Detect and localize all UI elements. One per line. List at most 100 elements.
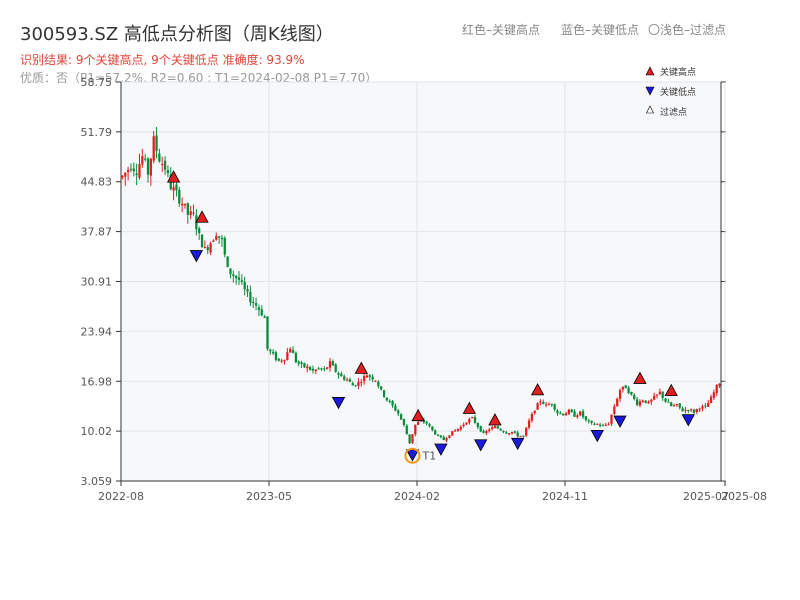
candle-body <box>618 390 622 399</box>
candle-body <box>687 409 690 411</box>
candle-body <box>286 352 289 361</box>
candle-body <box>635 399 639 405</box>
candle-body <box>146 158 150 175</box>
candle-body <box>175 184 178 191</box>
candle-body <box>254 303 258 306</box>
x-tick-label: 2022-08 <box>98 490 144 503</box>
candle-body <box>661 391 664 398</box>
candle-body <box>235 275 238 279</box>
legend-key-low-text: 蓝色–关键低点 <box>561 23 640 37</box>
candle-body <box>701 406 704 409</box>
candle-body <box>382 390 386 397</box>
candle-body <box>328 361 332 368</box>
candle-body <box>200 234 204 248</box>
candle-body <box>684 409 687 411</box>
candle-body <box>311 368 315 371</box>
candle-body <box>584 416 588 420</box>
candle-body <box>596 423 599 425</box>
candle-body <box>453 430 457 432</box>
candle-body <box>306 366 309 369</box>
candle-body <box>397 410 400 414</box>
candle-body <box>425 421 428 424</box>
y-tick-label: 16.98 <box>81 375 113 388</box>
candle-body <box>616 398 619 407</box>
candle-body <box>374 380 377 382</box>
candle-body <box>183 203 187 206</box>
candle-body <box>317 368 320 370</box>
candle-body <box>633 394 636 399</box>
candle-body <box>189 211 192 216</box>
candle-body <box>445 438 448 441</box>
candle-body <box>289 348 292 353</box>
candle-body <box>291 350 295 354</box>
key-high-marker <box>462 401 477 414</box>
candle-body <box>283 359 286 362</box>
candle-body <box>564 413 568 416</box>
candle-body <box>431 426 434 431</box>
candle-body <box>308 367 312 370</box>
candle-body <box>471 417 474 419</box>
candle-body <box>658 391 661 395</box>
candle-body <box>149 158 152 176</box>
candle-body <box>473 416 477 423</box>
candle-body <box>237 277 241 281</box>
candle-body <box>402 419 406 426</box>
candle-body <box>155 135 158 151</box>
candle-body <box>394 405 397 411</box>
candle-body <box>624 385 627 389</box>
candle-body <box>621 386 625 390</box>
candle-body <box>181 203 184 206</box>
candle-body <box>525 427 528 436</box>
candle-body <box>690 409 693 411</box>
candle-body <box>132 168 135 172</box>
candle-body <box>436 435 440 437</box>
candle-body <box>152 136 155 161</box>
key-low-marker <box>681 414 695 427</box>
candle-body <box>448 435 451 438</box>
candle-body <box>411 434 414 443</box>
candle-body <box>547 404 551 406</box>
key-low-marker <box>590 430 604 443</box>
candle-body <box>135 173 138 176</box>
candle-body <box>439 435 443 438</box>
candle-body <box>124 172 127 177</box>
y-tick-label: 37.87 <box>81 226 113 239</box>
candle-body <box>178 189 181 204</box>
legend-low-icon <box>645 86 655 96</box>
candle-body <box>490 427 494 430</box>
candle-body <box>536 403 539 410</box>
key-low-marker <box>434 443 448 456</box>
candle-body <box>604 424 607 426</box>
candle-body <box>485 431 488 434</box>
key-high-marker <box>354 361 368 374</box>
candle-body <box>678 403 681 408</box>
candle-body <box>653 395 656 400</box>
legend-high-icon <box>645 66 655 76</box>
candle-body <box>718 383 721 387</box>
x-tick-label: 2024-02 <box>394 490 440 503</box>
candle-body <box>365 375 369 378</box>
candle-body <box>417 422 420 425</box>
candle-body <box>345 379 349 381</box>
candle-body <box>371 376 374 380</box>
candle-body <box>266 316 269 349</box>
candle-body <box>215 236 218 240</box>
candle-body <box>590 420 593 423</box>
candle-body <box>192 212 195 214</box>
key-low-marker <box>189 250 204 263</box>
candle-body <box>519 435 522 437</box>
x-tick-label: 2025-08 <box>721 490 767 503</box>
candle-body <box>320 368 323 370</box>
candle-body <box>422 420 425 423</box>
candle-body <box>126 169 130 173</box>
candle-body <box>576 415 579 417</box>
candle-body <box>158 153 161 162</box>
candle-body <box>257 307 261 311</box>
candle-body <box>496 426 499 429</box>
candle-body <box>562 413 565 416</box>
candle-body <box>323 368 326 370</box>
candle-body <box>362 376 366 382</box>
candle-body <box>587 420 590 422</box>
candle-body <box>482 430 485 433</box>
